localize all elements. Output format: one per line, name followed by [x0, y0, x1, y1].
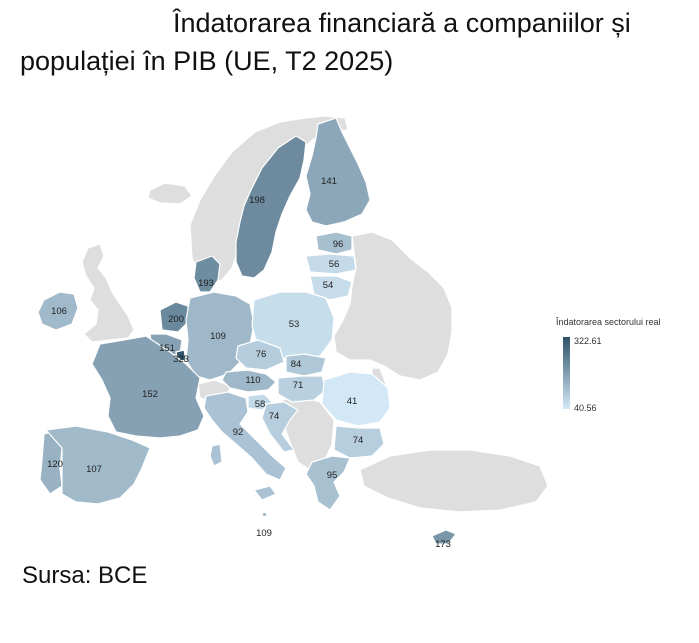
- country-croatia[interactable]: [261, 401, 299, 453]
- value-labels: 198 141 96 56 54 193 106 200 151 323 109…: [47, 176, 451, 550]
- country-spain[interactable]: [45, 425, 151, 505]
- country-ireland[interactable]: [37, 291, 79, 331]
- label-italy: 92: [233, 427, 244, 438]
- label-austria: 110: [245, 375, 260, 386]
- country-italy-sardinia[interactable]: [209, 443, 223, 467]
- country-denmark[interactable]: [193, 255, 221, 293]
- country-austria[interactable]: [221, 369, 277, 393]
- title-line-1: Îndatorarea financiară a companiilor și: [173, 8, 631, 38]
- label-malta: 109: [256, 528, 272, 539]
- nodata-countries: [81, 115, 549, 513]
- chart-title: Îndatorarea financiară a companiilor și …: [20, 4, 680, 80]
- country-turkey: [359, 449, 549, 513]
- label-portugal: 120: [47, 459, 63, 470]
- label-spain: 107: [86, 464, 102, 475]
- country-cyprus[interactable]: [431, 529, 457, 545]
- label-poland: 53: [289, 319, 300, 330]
- legend-max-label: 322.61: [574, 336, 602, 346]
- label-czechia: 76: [256, 349, 267, 360]
- label-ireland: 106: [51, 306, 67, 317]
- country-romania[interactable]: [321, 371, 391, 427]
- label-croatia: 74: [269, 411, 280, 422]
- label-denmark: 193: [198, 278, 214, 289]
- country-malta[interactable]: [261, 511, 268, 518]
- label-latvia: 56: [329, 259, 340, 270]
- country-slovakia[interactable]: [285, 353, 327, 377]
- country-finland[interactable]: [305, 117, 371, 227]
- label-estonia: 96: [333, 239, 344, 250]
- country-greece[interactable]: [305, 455, 351, 511]
- label-hungary: 71: [293, 380, 304, 391]
- label-slovenia: 58: [255, 399, 266, 410]
- legend-min-label: 40.56: [574, 403, 597, 413]
- eu-countries: [37, 117, 457, 545]
- label-greece: 95: [327, 470, 338, 481]
- country-latvia[interactable]: [305, 253, 357, 275]
- label-cyprus: 173: [435, 539, 451, 550]
- country-bulgaria[interactable]: [333, 425, 385, 459]
- label-sweden: 198: [249, 195, 265, 206]
- label-bulgaria: 74: [353, 435, 364, 446]
- label-romania: 41: [347, 396, 358, 407]
- country-iceland: [147, 182, 193, 205]
- country-france[interactable]: [91, 335, 205, 439]
- source-note: Sursa: BCE: [22, 562, 148, 589]
- country-czechia[interactable]: [235, 339, 285, 371]
- label-slovakia: 84: [291, 359, 302, 370]
- country-sweden[interactable]: [235, 135, 307, 279]
- country-italy-sicily[interactable]: [253, 485, 277, 501]
- country-russia-belarus-ukraine: [333, 231, 453, 381]
- legend-color-bar: [563, 337, 570, 409]
- label-luxembourg: 323: [173, 354, 189, 365]
- label-netherlands: 200: [168, 314, 184, 325]
- label-finland: 141: [321, 176, 337, 187]
- country-hungary[interactable]: [277, 375, 327, 403]
- europe-choropleth-map: 198 141 96 56 54 193 106 200 151 323 109…: [37, 115, 661, 550]
- label-lithuania: 54: [323, 280, 334, 291]
- legend-title: Îndatorarea sectorului real: [555, 317, 661, 327]
- label-belgium: 151: [159, 343, 175, 354]
- label-germany: 109: [210, 331, 226, 342]
- color-legend: Îndatorarea sectorului real 322.61 40.56: [555, 317, 661, 413]
- label-france: 152: [142, 389, 158, 400]
- title-line-2: populației în PIB (UE, T2 2025): [20, 46, 394, 76]
- country-italy[interactable]: [203, 391, 287, 481]
- country-estonia[interactable]: [315, 231, 353, 255]
- country-united-kingdom: [81, 243, 135, 343]
